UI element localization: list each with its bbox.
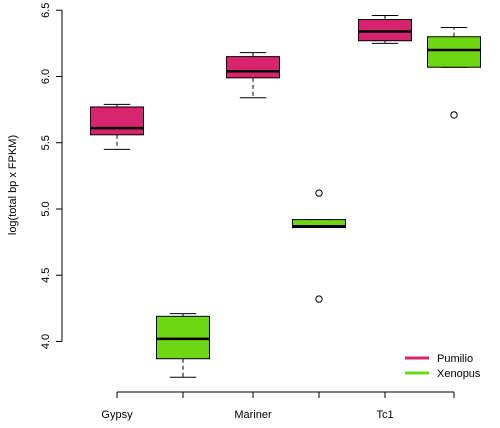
box-iqr xyxy=(358,19,412,42)
y-tick-label: 4.5 xyxy=(40,268,52,283)
x-tick-label: Tc1 xyxy=(376,409,393,421)
y-tick-label: 6.0 xyxy=(40,69,52,84)
box-iqr xyxy=(427,36,481,68)
y-tick-label: 5.0 xyxy=(40,201,52,216)
legend-label-pumilio: Pumilio xyxy=(437,353,473,365)
legend: Pumilio Xenopus xyxy=(405,353,481,380)
x-tick-label: Gypsy xyxy=(101,409,133,421)
box-pumilio-mariner xyxy=(226,52,280,99)
x-tick-label: Mariner xyxy=(234,409,272,421)
box-xenopus-mariner xyxy=(292,189,346,303)
y-tick-label: 6.5 xyxy=(40,3,52,18)
box-iqr xyxy=(90,106,144,136)
y-tick-label: 5.5 xyxy=(40,135,52,150)
outlier-point xyxy=(315,189,323,197)
y-axis-title: log(total bp x FPKM) xyxy=(7,135,19,235)
box-iqr xyxy=(226,56,280,79)
y-axis: 4.0 4.5 5.0 5.5 6.0 6.5 xyxy=(40,3,63,349)
box-groups xyxy=(90,15,481,378)
legend-label-xenopus: Xenopus xyxy=(437,368,481,380)
box-xenopus-tc1 xyxy=(427,26,481,119)
box-xenopus-gypsy xyxy=(156,313,210,378)
y-tick-label: 4.0 xyxy=(40,334,52,349)
box-iqr xyxy=(156,315,210,360)
outlier-point xyxy=(450,111,458,119)
box-iqr xyxy=(292,219,346,229)
box-pumilio-gypsy xyxy=(90,103,144,150)
x-axis: Gypsy Mariner Tc1 xyxy=(101,391,455,421)
outlier-point xyxy=(315,295,323,303)
box-pumilio-tc1 xyxy=(358,15,412,44)
